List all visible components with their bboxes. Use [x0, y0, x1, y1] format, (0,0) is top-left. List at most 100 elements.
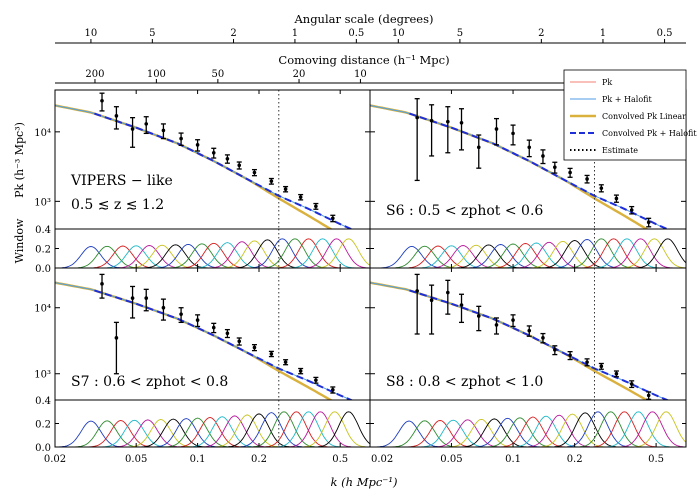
data-point: [415, 289, 419, 293]
window-curve: [235, 411, 333, 447]
data-point: [211, 150, 216, 155]
data-point: [541, 154, 545, 158]
comoving-tick-label: 200: [85, 69, 104, 80]
panel-label: VIPERS − like: [70, 173, 173, 189]
x-tick-label: 0.02: [371, 454, 393, 465]
angular-tick-label: 10: [392, 28, 405, 39]
window-curve: [247, 411, 346, 447]
legend-label: Convolved Pk Linear: [602, 112, 686, 121]
pk-plot: [370, 273, 670, 400]
window-curve: [85, 419, 184, 447]
x-tick-label: 0.05: [440, 454, 462, 465]
pk-halofit-line: [55, 104, 353, 229]
angular-tick-label: 0.5: [657, 28, 673, 39]
legend-label: Pk: [602, 78, 612, 87]
panel-grid: 10⁴ 10³ 0.4 VIPERS − like 0.5 ≲ z ≲ 1.2 0.2 0.…: [34, 89, 687, 465]
window-plot: [370, 411, 686, 447]
data-point: [252, 170, 257, 175]
data-point: [629, 382, 634, 386]
data-point: [415, 115, 419, 120]
window-curve: [161, 417, 259, 447]
data-point: [195, 143, 200, 147]
window-plot: [55, 411, 370, 447]
data-point: [429, 298, 434, 303]
window-curve: [99, 419, 197, 447]
window-curve: [112, 419, 210, 447]
window-curve: [55, 246, 140, 268]
data-point: [114, 114, 119, 118]
data-point: [252, 345, 257, 350]
window-y-axis-label: Window: [13, 218, 26, 263]
data-point: [568, 170, 572, 175]
pk-y-tick-label: 0.4: [35, 225, 51, 236]
data-point: [459, 120, 464, 125]
data-point: [237, 163, 242, 168]
comoving-axis-title: Comoving distance (h⁻¹ Mpc): [278, 53, 449, 67]
comoving-tick-label: 50: [211, 69, 224, 80]
data-point: [331, 388, 335, 392]
angular-tick-label: 0.5: [348, 28, 364, 39]
x-axis-label: k (h Mpc⁻¹): [331, 475, 398, 489]
pk-y-tick-label: 10⁴: [34, 128, 51, 139]
data-point: [130, 296, 135, 300]
conv-halofit-line: [409, 112, 670, 229]
window-y-tick-label: 0.0: [35, 264, 51, 275]
data-point: [553, 348, 557, 352]
data-point: [179, 312, 183, 316]
window-curve: [186, 415, 284, 447]
angular-tick-label: 10: [85, 28, 98, 39]
window-plot: [370, 238, 686, 268]
legend-label: Pk + Halofit: [602, 95, 652, 104]
angular-tick-label: 2: [230, 28, 236, 39]
x-tick-label: 0.2: [567, 454, 583, 465]
angular-tick-label: 1: [600, 28, 606, 39]
panel: S8 : 0.8 < zphot < 1.0 0.02 0.05 0.1 0.2 0.5: [369, 267, 687, 465]
x-tick-label: 0.2: [251, 454, 267, 465]
axis-labels: k (h Mpc⁻¹) Pk (h⁻³ Mpc³) Window: [13, 122, 397, 489]
panel-label-range: 0.5 ≲ z ≲ 1.2: [71, 197, 164, 213]
pk-y-tick-label: 10⁴: [34, 304, 51, 315]
data-point: [527, 328, 532, 333]
data-point: [599, 186, 604, 190]
window-curve: [476, 243, 575, 268]
panel-label: S8 : 0.8 < zphot < 1.0: [386, 374, 543, 390]
panel-label: S7 : 0.6 < zphot < 0.8: [71, 374, 228, 390]
pk-y-tick-label: 10³: [34, 197, 51, 208]
data-point: [429, 118, 434, 123]
window-curve: [100, 245, 199, 268]
legend-label: Convolved Pk + Halofit: [602, 129, 697, 138]
data-point: [179, 136, 183, 141]
data-point: [100, 282, 104, 286]
window-curve: [458, 417, 557, 447]
angular-tick-label: 1: [292, 28, 298, 39]
data-point: [585, 360, 589, 364]
data-point: [283, 360, 288, 364]
data-point: [225, 331, 230, 336]
pk-plot: [55, 92, 354, 229]
window-y-tick-label: 0.0: [35, 443, 51, 454]
conv-linear-line: [55, 281, 334, 400]
angular-tick-label: 5: [457, 28, 463, 39]
window-curve: [445, 418, 544, 447]
x-tick-label: 0.1: [505, 454, 521, 465]
window-curve: [193, 241, 291, 268]
x-tick-label: 0.05: [125, 454, 147, 465]
window-curve: [418, 419, 517, 447]
window-curve: [510, 414, 608, 447]
data-point: [269, 179, 274, 183]
data-point: [476, 314, 481, 318]
data-point: [314, 204, 318, 209]
window-frame: [369, 228, 687, 269]
data-point: [298, 369, 303, 373]
pk-y-tick-label: 0.4: [35, 396, 51, 407]
data-point: [331, 216, 335, 221]
data-point: [511, 131, 515, 136]
angular-tick-label: 2: [538, 28, 544, 39]
window-curve: [427, 244, 525, 268]
data-point: [646, 393, 651, 398]
data-point: [114, 336, 119, 340]
data-point: [283, 187, 288, 191]
data-point: [161, 128, 166, 133]
